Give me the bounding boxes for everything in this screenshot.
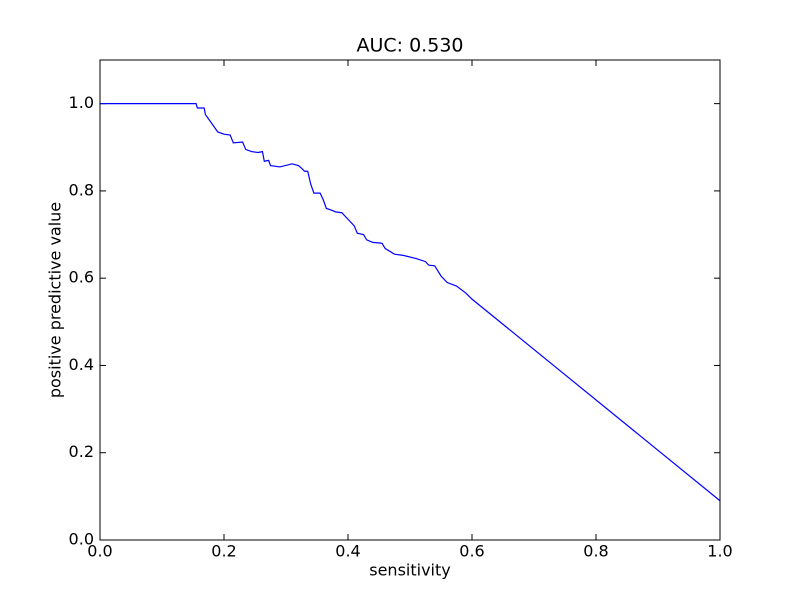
data-line [100,103,721,502]
chart-title: AUC: 0.530 [356,35,463,57]
y-tick-label: 0.0 [69,530,94,549]
x-tick-label: 0.8 [583,542,608,561]
y-tick-label: 0.8 [69,180,94,199]
y-tick-label: 0.4 [69,355,94,374]
x-tick-label: 0.4 [335,542,360,561]
y-tick-label: 0.2 [69,442,94,461]
x-tick-label: 0.2 [211,542,236,561]
y-axis-label: positive predictive value [46,202,65,398]
plot-frame [99,59,721,541]
x-tick-label: 0.6 [459,542,484,561]
x-tick-label: 0.0 [87,542,112,561]
x-tick-label: 1.0 [707,542,732,561]
y-tick-label: 1.0 [69,93,94,112]
x-axis-label: sensitivity [369,561,450,580]
y-tick-label: 0.6 [69,268,94,287]
